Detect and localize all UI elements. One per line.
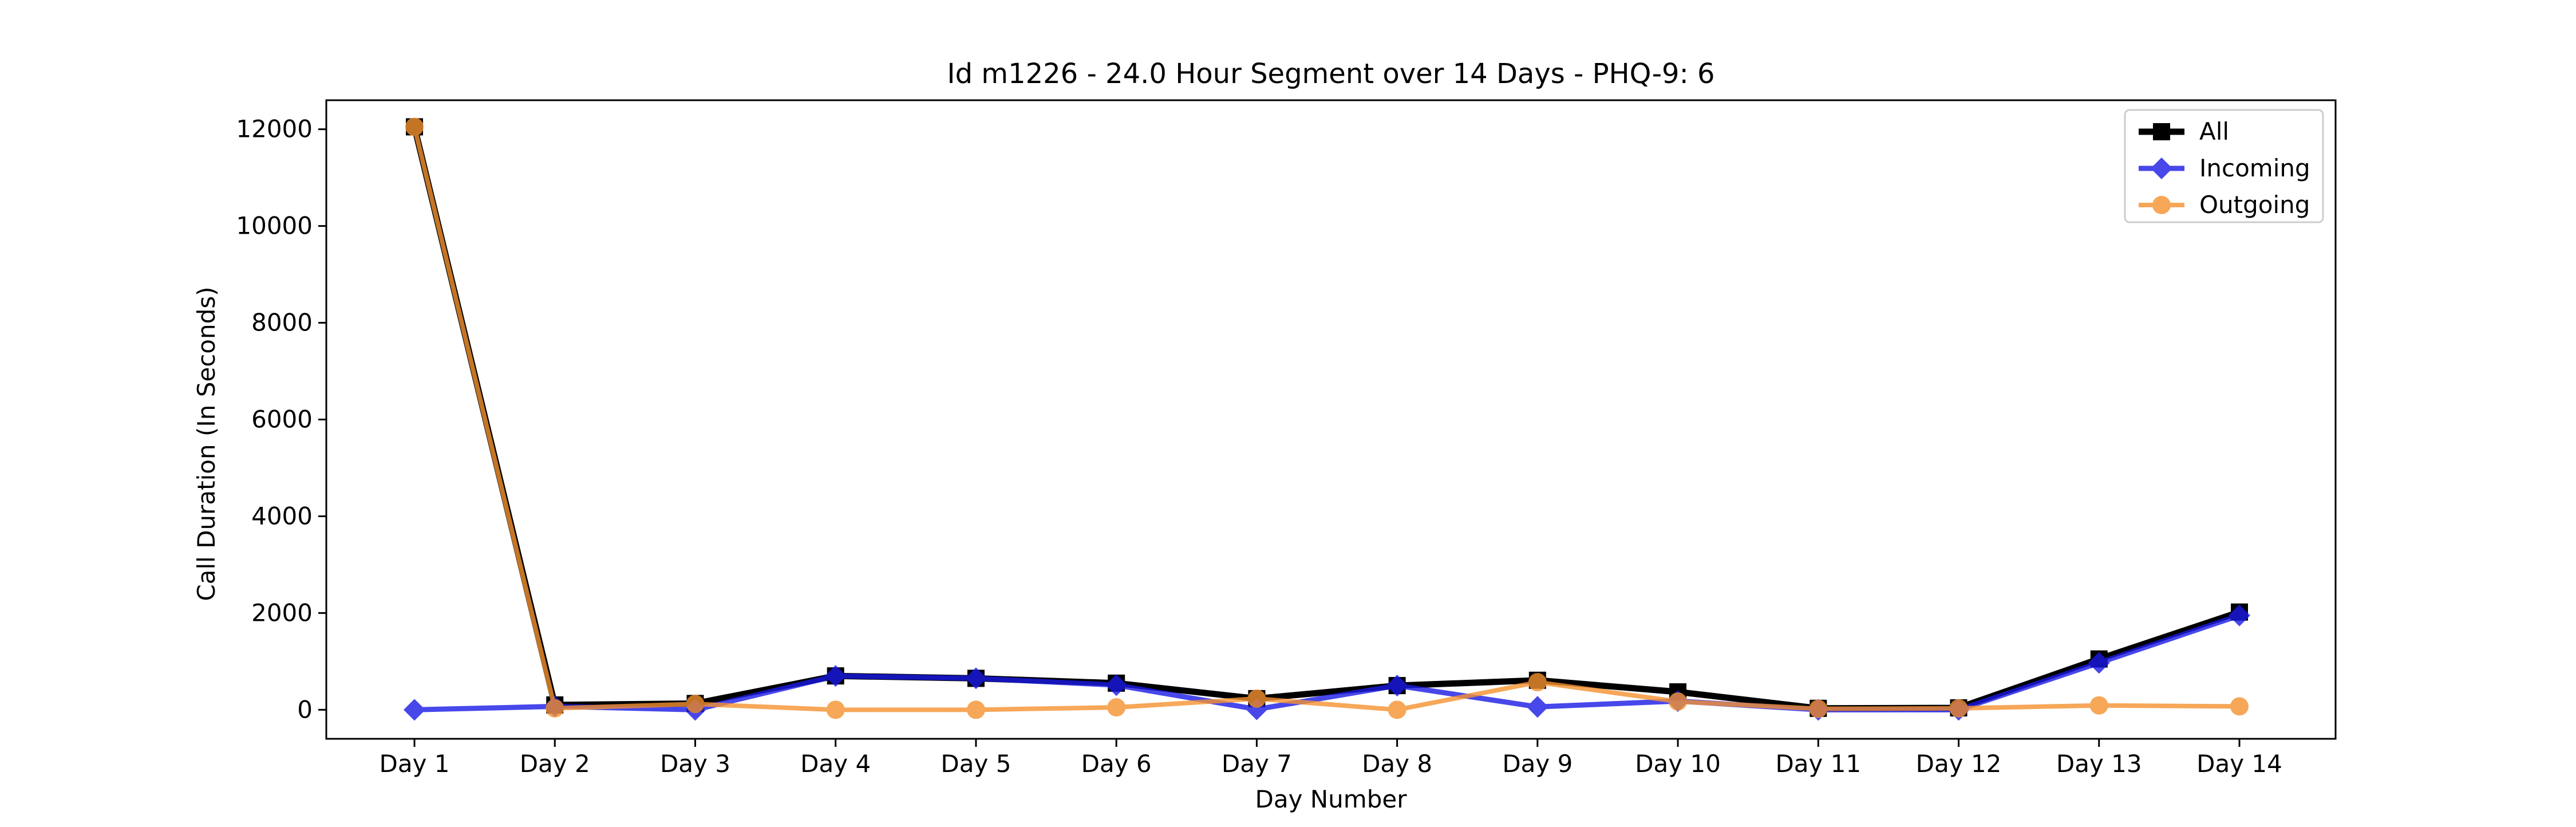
x-tick-label: Day 2 xyxy=(520,750,590,778)
data-point-outgoing xyxy=(405,117,424,136)
data-point-incoming xyxy=(404,699,425,721)
data-point-outgoing xyxy=(966,700,985,719)
series-line-outgoing xyxy=(412,126,2240,712)
data-point-incoming xyxy=(1526,696,1548,718)
legend-marker-incoming xyxy=(2151,157,2172,179)
x-tick-label: Day 11 xyxy=(1775,750,1861,778)
legend-marker-all xyxy=(2153,123,2170,140)
legend-box xyxy=(2124,109,2324,223)
y-axis-label: Call Duration (In Seconds) xyxy=(192,286,220,601)
plot-frame xyxy=(325,99,2337,740)
legend: All Incoming Outgoing xyxy=(2124,109,2324,223)
data-point-incoming xyxy=(965,667,987,690)
data-point-incoming xyxy=(1386,675,1408,697)
axes: 0 2000 4000 6000 8000 10000 12000 Day 1 Day 2 Day… xyxy=(236,99,2337,778)
x-tick-label: Day 14 xyxy=(2196,750,2282,778)
data-point-outgoing xyxy=(2089,696,2108,715)
data-point-outgoing xyxy=(826,700,845,719)
x-tick-label: Day 8 xyxy=(1362,750,1432,778)
x-tick-label: Day 4 xyxy=(800,750,871,778)
x-tick-label: Day 5 xyxy=(941,750,1011,778)
data-point-outgoing xyxy=(1247,689,1266,708)
data-point-incoming xyxy=(824,665,847,687)
data-point-outgoing xyxy=(1949,699,1968,718)
x-tick-label: Day 9 xyxy=(1502,750,1573,778)
x-tick-label: Day 12 xyxy=(1916,750,2002,778)
legend-label-outgoing: Outgoing xyxy=(2199,191,2310,219)
x-tick-label: Day 13 xyxy=(2056,750,2142,778)
y-tick-label: 4000 xyxy=(251,502,313,530)
series-all xyxy=(406,118,2248,717)
y-tick-label: 6000 xyxy=(251,405,313,434)
x-tick-label: Day 10 xyxy=(1635,750,1721,778)
series-layer xyxy=(404,117,2250,721)
legend-entry-all xyxy=(2139,123,2184,140)
x-tick-label: Day 6 xyxy=(1081,750,1152,778)
chart-title: Id m1226 - 24.0 Hour Segment over 14 Day… xyxy=(947,58,1714,90)
series-line-all xyxy=(411,126,2241,712)
x-tick-label: Day 1 xyxy=(379,750,449,778)
data-point-outgoing xyxy=(1107,698,1126,717)
data-point-outgoing xyxy=(1669,692,1688,711)
legend-entry-incoming xyxy=(2139,157,2184,179)
data-point-incoming xyxy=(2088,652,2110,674)
y-tick-label: 10000 xyxy=(236,212,313,240)
data-point-incoming xyxy=(1105,674,1128,696)
data-point-outgoing xyxy=(1528,673,1547,692)
y-tick-label: 8000 xyxy=(251,309,313,337)
legend-marker-outgoing xyxy=(2152,196,2171,214)
data-point-outgoing xyxy=(2230,697,2249,716)
legend-label-all: All xyxy=(2199,117,2229,145)
data-point-outgoing xyxy=(1388,700,1406,719)
data-point-outgoing xyxy=(546,699,564,718)
series-outgoing xyxy=(405,117,2249,719)
x-axis-label: Day Number xyxy=(1255,785,1407,813)
data-point-outgoing xyxy=(686,695,705,714)
y-tick-label: 0 xyxy=(297,695,313,723)
y-tick-label: 12000 xyxy=(236,115,313,143)
y-tick-label: 2000 xyxy=(251,598,313,627)
x-tick-label: Day 3 xyxy=(660,750,730,778)
legend-entry-outgoing xyxy=(2139,196,2184,214)
legend-label-incoming: Incoming xyxy=(2199,154,2310,182)
data-point-outgoing xyxy=(1809,699,1828,718)
data-point-incoming xyxy=(2229,604,2250,627)
x-tick-label: Day 7 xyxy=(1222,750,1292,778)
